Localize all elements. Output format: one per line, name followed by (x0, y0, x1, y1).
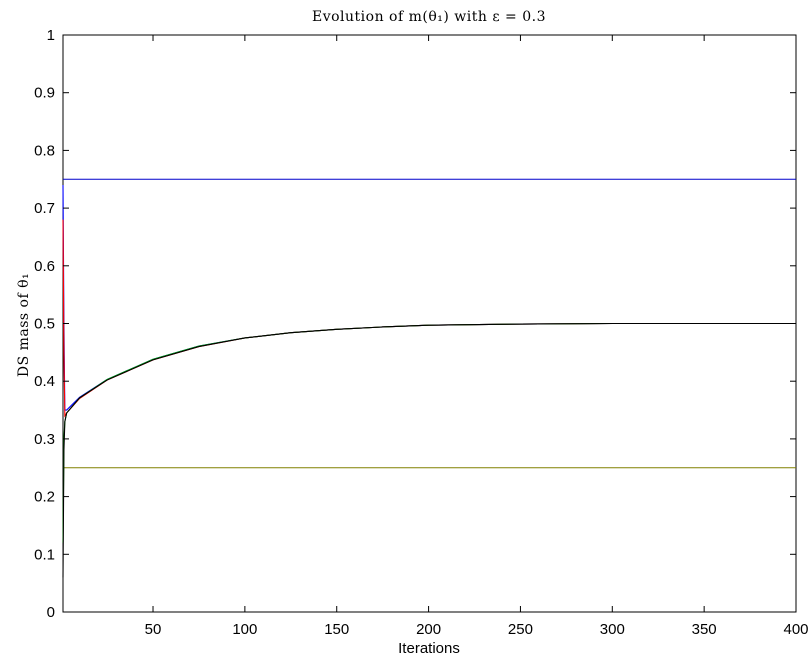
y-tick-label: 0.3 (34, 431, 55, 448)
x-tick-label: 200 (416, 621, 441, 638)
series-layer (62, 178, 796, 578)
x-tick-label: 50 (145, 621, 162, 638)
y-tick-label: 0.2 (34, 489, 55, 506)
x-tick-label: 100 (232, 621, 257, 638)
y-tick-label: 0.9 (34, 85, 55, 102)
chart-title: Evolution of m(θ₁) with ε = 0.3 (312, 9, 546, 25)
y-tick-label: 0 (47, 604, 55, 621)
x-tick-label: 150 (324, 621, 349, 638)
x-tick-label: 400 (783, 621, 808, 638)
x-tick-label: 250 (508, 621, 533, 638)
y-tick-label: 0.7 (34, 200, 55, 217)
x-axis: 50 100 150 200 250 300 350 400 (145, 35, 809, 638)
series-line-6 (62, 322, 796, 578)
y-axis: 0 0.1 0.2 0.3 0.4 0.5 0.6 0.7 0.8 0.9 1 (34, 27, 796, 621)
y-tick-label: 0.8 (34, 142, 55, 159)
x-tick-label: 300 (600, 621, 625, 638)
y-tick-label: 0.6 (34, 258, 55, 275)
y-tick-label: 1 (47, 27, 55, 44)
y-tick-label: 0.4 (34, 373, 55, 390)
y-tick-label: 0.1 (34, 546, 55, 563)
x-axis-label: Iterations (398, 640, 460, 657)
y-axis-label: DS mass of θ₁ (16, 273, 32, 377)
chart-title-text: Evolution of m(θ₁) with ε = 0.3 (312, 9, 546, 25)
x-tick-label: 350 (692, 621, 717, 638)
y-tick-label: 0.5 (34, 316, 55, 333)
